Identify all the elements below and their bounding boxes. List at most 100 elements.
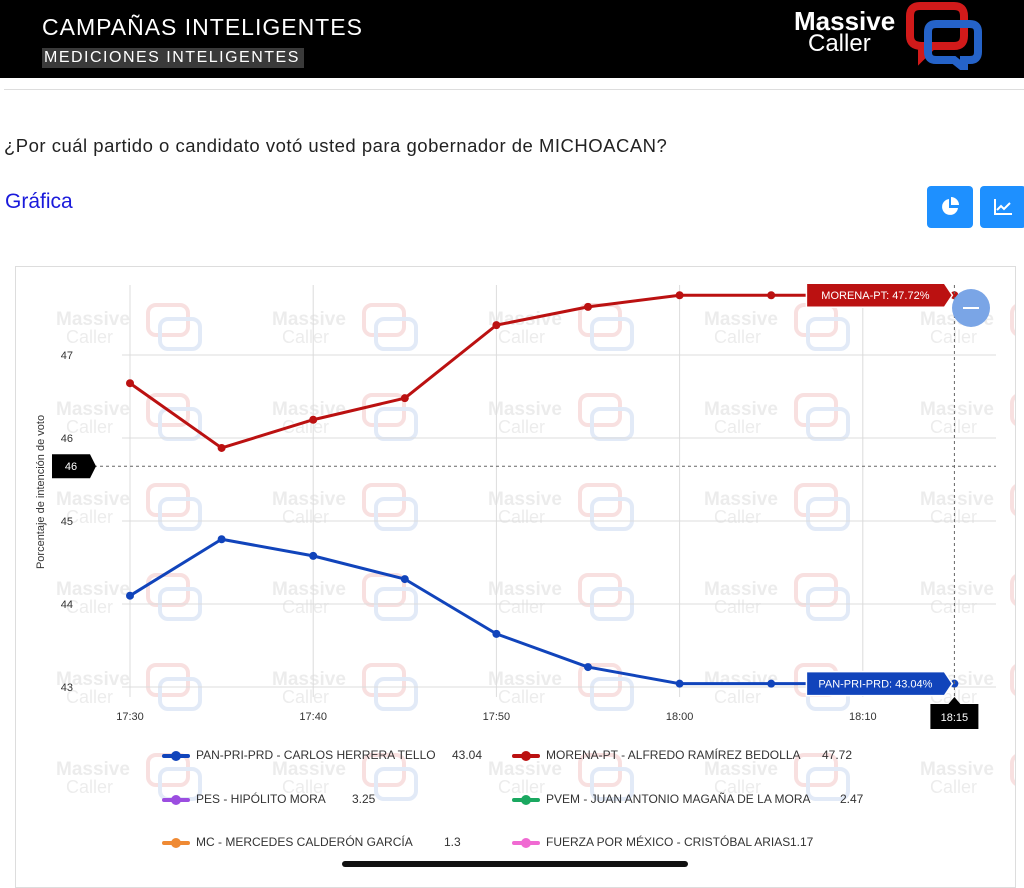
watermark-mark-icon bbox=[590, 677, 634, 711]
minimize-button[interactable] bbox=[952, 289, 990, 327]
watermark-line2: Caller bbox=[66, 327, 113, 347]
data-point[interactable] bbox=[584, 663, 592, 672]
line-chart[interactable]: MassiveCallerMassiveCallerMassiveCallerM… bbox=[16, 267, 1015, 877]
data-point[interactable] bbox=[492, 321, 501, 330]
watermark-mark-icon bbox=[158, 677, 202, 711]
data-point[interactable] bbox=[492, 629, 501, 638]
question-text: ¿Por cuál partido o candidato votó usted… bbox=[4, 135, 668, 156]
watermark-mark-icon bbox=[1010, 574, 1015, 606]
watermark-line2: Caller bbox=[66, 507, 113, 527]
data-point[interactable] bbox=[126, 379, 134, 388]
x-tick-label: 17:30 bbox=[116, 711, 144, 723]
watermark-mark-icon bbox=[374, 497, 418, 531]
pie-chart-button[interactable] bbox=[927, 186, 973, 228]
watermark-mark-icon bbox=[362, 663, 406, 697]
legend-label: PVEM - JUAN ANTONIO MAGAÑA DE LA MORA bbox=[546, 792, 811, 806]
watermark-line1: Massive bbox=[488, 759, 562, 780]
watermark-mark-icon bbox=[158, 407, 202, 441]
legend-item[interactable]: MC - MERCEDES CALDERÓN GARCÍA 1.3 bbox=[162, 835, 461, 849]
legend-item[interactable]: FUERZA POR MÉXICO - CRISTÓBAL ARIAS 1.17 bbox=[512, 835, 813, 849]
logo-mark-icon bbox=[906, 2, 982, 70]
watermark-mark-icon bbox=[806, 407, 850, 441]
data-point[interactable] bbox=[675, 679, 684, 688]
watermark-line2: Caller bbox=[714, 417, 761, 437]
legend-value: 2.47 bbox=[840, 792, 864, 806]
data-point[interactable] bbox=[126, 591, 134, 600]
watermark-mark-icon bbox=[1010, 304, 1015, 336]
watermark-mark-icon bbox=[578, 573, 622, 607]
watermark-line1: Massive bbox=[272, 669, 346, 690]
watermark-mark-icon bbox=[362, 393, 406, 427]
data-point[interactable] bbox=[400, 394, 409, 403]
watermark-line1: Massive bbox=[920, 399, 994, 420]
data-point[interactable] bbox=[584, 302, 592, 311]
legend-marker bbox=[512, 750, 540, 761]
watermark-mark-icon bbox=[374, 677, 418, 711]
legend-item[interactable]: PES - HIPÓLITO MORA 3.25 bbox=[162, 792, 375, 806]
tooltip-morena-pt: MORENA-PT: 47.72% bbox=[805, 282, 954, 308]
watermark-line2: Caller bbox=[282, 507, 329, 527]
y-tick-label: 43 bbox=[61, 682, 73, 694]
legend-value: 1.17 bbox=[790, 835, 814, 849]
legend-item[interactable]: MORENA-PT - ALFREDO RAMÍREZ BEDOLLA 47.72 bbox=[512, 748, 852, 762]
data-point[interactable] bbox=[767, 291, 776, 300]
watermark-mark-icon bbox=[794, 393, 838, 427]
watermark-line1: Massive bbox=[920, 579, 994, 600]
logo-line2: Caller bbox=[808, 30, 871, 57]
data-point[interactable] bbox=[217, 443, 226, 452]
watermark-line1: Massive bbox=[56, 669, 130, 690]
legend-item[interactable]: PAN-PRI-PRD - CARLOS HERRERA TELLO 43.04 bbox=[162, 748, 482, 762]
data-point[interactable] bbox=[309, 551, 318, 560]
watermark-mark-icon bbox=[374, 407, 418, 441]
legend-marker bbox=[162, 837, 190, 848]
legend-label: MORENA-PT - ALFREDO RAMÍREZ BEDOLLA bbox=[546, 748, 801, 762]
watermark-line1: Massive bbox=[272, 579, 346, 600]
watermark-line2: Caller bbox=[930, 417, 977, 437]
watermark-line2: Caller bbox=[66, 777, 113, 797]
legend-item[interactable]: PVEM - JUAN ANTONIO MAGAÑA DE LA MORA 2.4… bbox=[512, 792, 863, 806]
watermark-line1: Massive bbox=[56, 399, 130, 420]
data-point[interactable] bbox=[217, 535, 226, 544]
line-chart-icon bbox=[994, 199, 1012, 215]
watermark-mark-icon bbox=[374, 767, 418, 801]
legend-marker bbox=[162, 794, 190, 805]
legend-value: 1.3 bbox=[444, 835, 461, 849]
watermark-mark-icon bbox=[158, 317, 202, 351]
watermark-mark-icon bbox=[578, 663, 622, 697]
data-point[interactable] bbox=[675, 291, 684, 300]
line-chart-button[interactable] bbox=[980, 186, 1024, 228]
y-axis-label: Porcentaje de intención de voto bbox=[35, 415, 47, 569]
watermark-line2: Caller bbox=[930, 597, 977, 617]
watermark-line2: Caller bbox=[282, 417, 329, 437]
watermark-line2: Caller bbox=[714, 597, 761, 617]
data-point[interactable] bbox=[309, 415, 318, 424]
watermark-mark-icon bbox=[578, 483, 622, 517]
watermark-mark-icon bbox=[806, 767, 850, 801]
watermark-mark-icon bbox=[146, 393, 190, 427]
watermark-line1: Massive bbox=[56, 489, 130, 510]
watermark-line1: Massive bbox=[272, 489, 346, 510]
data-point[interactable] bbox=[767, 679, 776, 688]
home-indicator bbox=[342, 861, 688, 867]
watermark-mark-icon bbox=[578, 393, 622, 427]
legend-marker bbox=[162, 750, 190, 761]
watermark-line1: Massive bbox=[920, 489, 994, 510]
watermark-line1: Massive bbox=[704, 309, 778, 330]
watermark-line2: Caller bbox=[498, 597, 545, 617]
x-tick-label: 17:50 bbox=[483, 711, 511, 723]
data-point[interactable] bbox=[400, 575, 409, 584]
watermark-line2: Caller bbox=[66, 417, 113, 437]
